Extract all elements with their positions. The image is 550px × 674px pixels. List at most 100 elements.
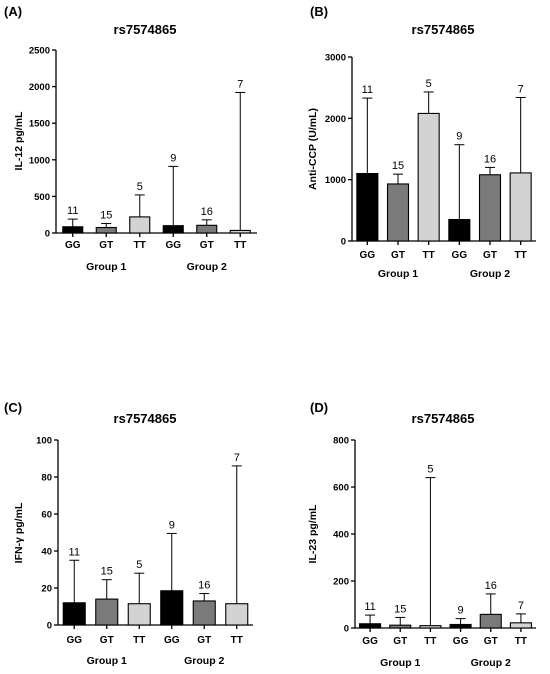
panel-label: (B) (310, 4, 328, 19)
x-tick-label: GT (393, 636, 407, 647)
panel-label: (A) (4, 4, 22, 19)
bar-gt (192, 600, 216, 626)
x-tick-label: TT (231, 635, 243, 646)
y-tick-label: 80 (41, 473, 52, 484)
n-label: 9 (169, 519, 175, 531)
y-tick-label: 2000 (29, 82, 50, 93)
n-label: 11 (67, 205, 78, 217)
n-label: 15 (394, 603, 406, 615)
x-tick-label: GG (165, 240, 181, 251)
chart-title: rs7574865 (114, 411, 177, 426)
y-tick-label: 200 (333, 577, 349, 588)
y-tick-label: 60 (41, 510, 52, 521)
bar-gg (62, 602, 86, 626)
n-label: 7 (234, 452, 240, 464)
bar-gt (479, 613, 502, 629)
x-tick-label: GT (100, 635, 114, 646)
n-label: 15 (100, 209, 112, 221)
group-label: Group 1 (378, 268, 418, 280)
x-tick-label: GT (200, 240, 214, 251)
x-tick-label: GG (453, 636, 469, 647)
bar-gg (448, 218, 471, 242)
y-tick-label: 0 (344, 624, 349, 635)
bar-tt (419, 625, 442, 629)
panel-d: (D) rs7574865 IL-23 pg/mL 0 200 400 600 800 11 GG… (307, 400, 536, 669)
n-label: 16 (201, 206, 213, 218)
chart-title: rs7574865 (412, 411, 475, 426)
n-label: 7 (518, 600, 524, 612)
x-tick-label: GG (65, 240, 81, 251)
chart-title: rs7574865 (114, 22, 177, 37)
y-axis-label: Anti-CCP (U/mL) (307, 108, 319, 190)
bar-tt (229, 229, 251, 234)
x-tick-label: TT (134, 240, 146, 251)
y-tick-label: 600 (333, 483, 349, 494)
group-label: Group 1 (380, 657, 420, 669)
bar-tt (225, 603, 249, 626)
n-label: 5 (137, 181, 143, 193)
panel-b: (B) rs7574865 Anti-CCP (U/mL) 0 1000 2000 3000… (307, 4, 536, 280)
y-tick-label: 1500 (29, 119, 50, 130)
n-label: 16 (484, 153, 496, 165)
n-label: 16 (198, 580, 210, 592)
n-label: 16 (485, 580, 497, 592)
y-tick-label: 500 (34, 192, 50, 203)
bar-gg (162, 225, 184, 234)
panel-c: (C) rs7574865 IFN-γ pg/mL 0 20 40 60 80 100 11 GG 1… (4, 400, 253, 667)
y-tick-label: 20 (41, 584, 52, 595)
n-label: 5 (426, 78, 432, 90)
n-label: 7 (518, 83, 524, 95)
group-label: Group 1 (86, 261, 126, 273)
y-tick-label: 1000 (29, 155, 50, 166)
bar-tt (417, 112, 440, 242)
bar-tt (127, 603, 151, 626)
y-tick-label: 1000 (325, 175, 346, 186)
x-tick-label: GG (452, 250, 468, 261)
y-axis-label: IL-23 pg/mL (307, 504, 319, 564)
x-tick-label: GG (362, 636, 378, 647)
group-label: Group 2 (187, 261, 227, 273)
n-label: 5 (427, 464, 433, 476)
n-label: 11 (69, 546, 80, 558)
x-tick-label: GT (99, 240, 113, 251)
x-tick-label: TT (133, 635, 145, 646)
x-tick-label: TT (424, 636, 436, 647)
y-tick-label: 400 (333, 530, 349, 541)
bar-gt (95, 226, 117, 234)
y-tick-label: 0 (47, 621, 52, 632)
y-tick-label: 40 (41, 547, 52, 558)
y-tick-label: 800 (333, 436, 349, 447)
y-tick-label: 0 (341, 237, 346, 248)
x-tick-label: GG (360, 250, 376, 261)
panel-label: (D) (310, 400, 328, 415)
bar-gg (356, 172, 379, 242)
y-tick-label: 0 (45, 229, 50, 240)
n-label: 9 (458, 605, 464, 617)
bar-gg (359, 623, 382, 629)
bar-gt (386, 183, 410, 242)
x-tick-label: GT (483, 250, 497, 261)
x-tick-label: TT (515, 250, 527, 261)
x-tick-label: GG (164, 635, 180, 646)
bar-tt (509, 622, 532, 629)
group-label: Group 1 (87, 655, 127, 667)
panel-a: (A) rs7574865 IL-12 pg/mL 0 500 1000 1500 2000 2… (4, 4, 257, 273)
bar-gt (196, 224, 218, 234)
bar-gt (478, 174, 502, 242)
n-label: 15 (392, 160, 404, 172)
bar-gt (389, 624, 412, 629)
x-tick-label: TT (515, 636, 527, 647)
group-label: Group 2 (471, 657, 511, 669)
group-label: Group 2 (470, 268, 510, 280)
n-label: 9 (170, 152, 176, 164)
y-tick-label: 2000 (325, 114, 346, 125)
x-tick-label: GT (197, 635, 211, 646)
x-tick-label: GT (484, 636, 498, 647)
bar-gg (160, 590, 184, 626)
n-label: 5 (136, 559, 142, 571)
y-axis-label: IFN-γ pg/mL (13, 502, 25, 563)
n-label: 11 (362, 84, 373, 96)
panel-label: (C) (4, 400, 22, 415)
x-tick-label: TT (234, 240, 246, 251)
